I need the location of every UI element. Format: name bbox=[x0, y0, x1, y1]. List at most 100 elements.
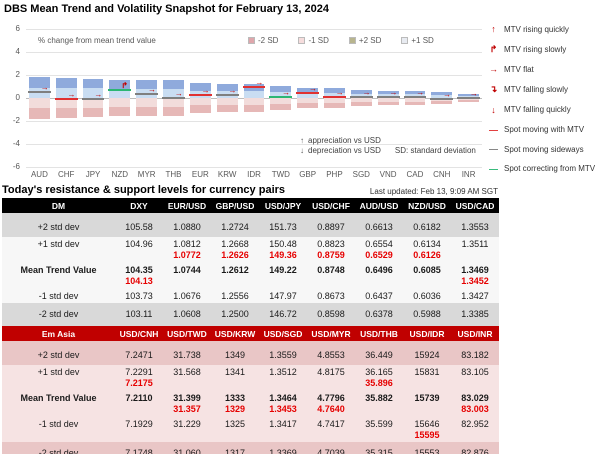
cell-value: 0.6085 bbox=[413, 265, 441, 275]
cell-value: 83.182 bbox=[461, 350, 489, 360]
cell-value: 15553 bbox=[414, 448, 440, 454]
cell-value: 0.5988 bbox=[413, 309, 441, 319]
x-axis-label: TWD bbox=[271, 170, 290, 179]
spot-line-sgd bbox=[349, 96, 373, 99]
sd-minus1-band bbox=[29, 98, 50, 109]
sd-plus2-band bbox=[136, 79, 158, 89]
row-label: -2 std dev bbox=[2, 442, 115, 454]
sd-minus2-band bbox=[270, 104, 292, 111]
table-row: -1 std dev 103.73 1.0676 1.2556 147.97 0.8673… bbox=[2, 289, 499, 303]
sd-minus1-band bbox=[324, 98, 345, 103]
table-row: +2 std dev 7.2471 31.738 1349 1.3559 4.8553 36… bbox=[2, 341, 499, 365]
spot-value bbox=[451, 250, 499, 261]
sd-plus2-band bbox=[324, 88, 345, 94]
mtv-legend-item: — Spot correcting from MTV bbox=[487, 164, 603, 174]
cell-value: 31.399 bbox=[173, 393, 201, 403]
sd-plus1-band bbox=[297, 92, 319, 98]
value-cell: 4.8175 bbox=[307, 365, 355, 391]
sd-minus1-band bbox=[136, 98, 158, 108]
table-header-row: DM DXY EUR/USD GBP/USD USD/JPY USD/CHF AUD/USD… bbox=[2, 198, 499, 213]
value-cell: 4.7796 4.7640 bbox=[307, 391, 355, 417]
value-cell: 0.6182 bbox=[403, 213, 451, 237]
y-tick-label: -6 bbox=[12, 162, 20, 171]
value-cell: 150.48 149.36 bbox=[259, 237, 307, 263]
value-cell: 15646 15595 bbox=[403, 417, 451, 442]
cell-value: 15924 bbox=[414, 350, 440, 360]
mtv-direction-icon: → bbox=[67, 90, 76, 100]
cell-value: 0.8897 bbox=[317, 222, 345, 232]
mtv-legend-label: MTV rising slowly bbox=[504, 44, 567, 54]
sd-minus1-band bbox=[458, 98, 479, 101]
sd-minus1-band bbox=[163, 98, 184, 108]
mtv-rising-quickly-icon: ↑ bbox=[491, 24, 496, 34]
cell-value: 15739 bbox=[414, 393, 440, 403]
column-header: USD/SGD bbox=[263, 329, 303, 339]
y-tick-label: 4 bbox=[15, 47, 20, 56]
sd-plus2-band bbox=[458, 93, 479, 96]
value-cell: 7.1929 bbox=[115, 417, 163, 442]
mtv-legend-item: — Spot moving with MTV bbox=[487, 125, 603, 135]
cell-value: 15646 bbox=[414, 419, 440, 429]
spot-value: 7.2175 bbox=[125, 378, 153, 388]
spot-line-idr bbox=[242, 86, 266, 89]
sd-minus1-band bbox=[243, 98, 265, 105]
cell-value: 4.7417 bbox=[317, 419, 345, 429]
mtv-legend-label: MTV rising quickly bbox=[504, 24, 569, 34]
value-cell: 1.2500 bbox=[211, 303, 259, 326]
row-label: +1 std dev bbox=[2, 365, 115, 391]
cell-value: 0.6182 bbox=[413, 222, 441, 232]
cell-value: 1.3469 bbox=[461, 265, 489, 275]
up-arrow-icon: ↑ bbox=[300, 136, 304, 145]
value-cell: 1317 bbox=[211, 442, 259, 454]
column-header: USD/TWD bbox=[167, 329, 207, 339]
x-axis-label: THB bbox=[165, 170, 182, 179]
column-header: DXY bbox=[130, 201, 148, 211]
x-axis-label: KRW bbox=[217, 170, 237, 179]
sd-plus1-band bbox=[55, 88, 77, 98]
spot-value bbox=[163, 276, 211, 287]
value-cell: 36.449 bbox=[355, 341, 403, 365]
sd-plus2-band bbox=[216, 84, 238, 92]
spot-value bbox=[259, 276, 307, 287]
cell-value: 1.3427 bbox=[461, 291, 489, 301]
bar-slot-krw: → KRW bbox=[214, 29, 241, 179]
column-header: USD/JPY bbox=[264, 201, 302, 211]
cell-value: 0.6496 bbox=[365, 265, 393, 275]
row-label: -2 std dev bbox=[2, 303, 115, 326]
cell-value: 1.3559 bbox=[269, 350, 297, 360]
value-cell: 1.3464 1.3453 bbox=[259, 391, 307, 417]
cell-value: -2 std dev bbox=[38, 309, 79, 319]
spot-value: 1.0772 bbox=[173, 250, 201, 260]
dm-currency-table: DM DXY EUR/USD GBP/USD USD/JPY USD/CHF AUD/USD… bbox=[2, 198, 499, 326]
cell-value: 4.7039 bbox=[317, 448, 345, 454]
value-cell: 103.73 bbox=[115, 289, 163, 303]
cell-value: 82.876 bbox=[461, 448, 489, 454]
sd-minus2-band bbox=[350, 102, 372, 107]
mtv-direction-icon: ↱ bbox=[121, 81, 128, 91]
value-cell: 1.2556 bbox=[211, 289, 259, 303]
spot-value bbox=[211, 378, 259, 389]
sd-minus2-band bbox=[431, 100, 453, 104]
bar-slot-aud: → AUD bbox=[26, 29, 53, 179]
spot-sideways-icon: — bbox=[489, 144, 498, 155]
mtv-legend-item: ↱ MTV rising slowly bbox=[487, 44, 603, 55]
cell-value: +2 std dev bbox=[37, 222, 80, 232]
cell-value: 4.8175 bbox=[317, 367, 345, 377]
mtv-falling-quickly-icon: ↓ bbox=[491, 104, 496, 115]
cell-value: -2 std dev bbox=[38, 448, 79, 454]
value-cell: 31.229 bbox=[163, 417, 211, 442]
value-cell: 31.060 bbox=[163, 442, 211, 454]
x-axis-label: AUD bbox=[30, 170, 48, 179]
sd-plus2-band bbox=[55, 78, 77, 89]
sd-minus2-band bbox=[109, 107, 131, 117]
value-cell: 1.0812 1.0772 bbox=[163, 237, 211, 263]
cell-value: -1 std dev bbox=[38, 291, 79, 301]
cell-value: 1.2668 bbox=[221, 239, 249, 249]
spot-value: 0.8759 bbox=[317, 250, 345, 260]
cell-value: 83.105 bbox=[461, 367, 489, 377]
spot-value bbox=[163, 378, 211, 389]
sd-minus1-band bbox=[82, 98, 104, 108]
section-title: Today's resistance & support levels for … bbox=[2, 184, 286, 196]
sd-band-legend: -2 SD -1 SD +2 SD +1 SD bbox=[248, 36, 434, 45]
cell-value: 1.0880 bbox=[173, 222, 201, 232]
